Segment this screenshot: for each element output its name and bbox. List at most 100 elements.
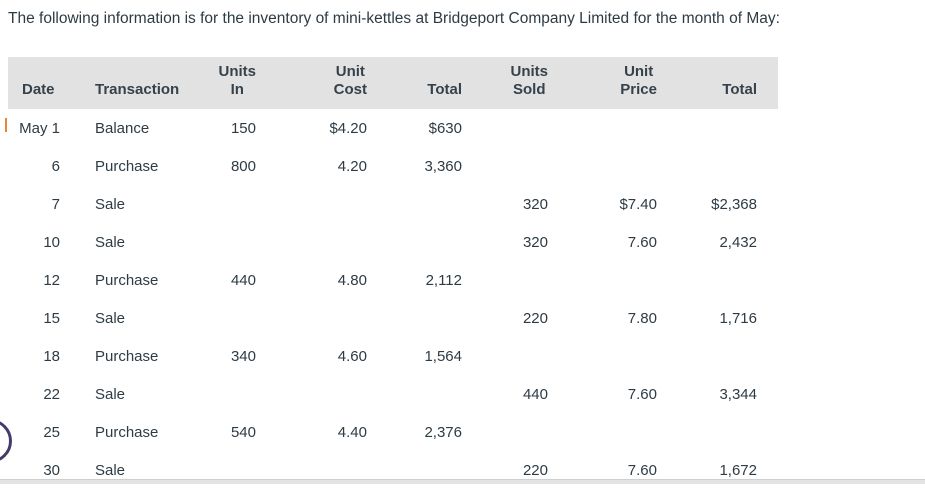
cell-unit-cost xyxy=(264,299,375,337)
cell-total-cost xyxy=(375,375,470,413)
cell-unit-cost: 4.40 xyxy=(337,423,367,441)
cell-filler xyxy=(765,261,778,299)
cell-total-price xyxy=(665,337,765,375)
cell-total-cost: 2,376 xyxy=(424,423,462,441)
table-row: 18 Purchase 340 4.60 1,564 xyxy=(8,337,778,375)
cell-unit-price xyxy=(556,413,665,451)
cell-total-price: 1,716 xyxy=(719,309,757,327)
cell-transaction: Sale xyxy=(95,385,126,403)
cell-transaction: Balance xyxy=(95,119,150,137)
cell-date: 30 xyxy=(43,461,60,479)
table-row: 25 Purchase 540 4.40 2,376 xyxy=(8,413,778,451)
cell-unit-cost: 4.80 xyxy=(337,271,367,289)
cell-units-sold xyxy=(470,147,556,185)
cell-date: 7 xyxy=(51,195,60,213)
cell-units-sold: 320 xyxy=(522,195,548,213)
cell-unit-price xyxy=(556,337,665,375)
cell-total-price: 3,344 xyxy=(719,385,757,403)
cell-units-sold: 320 xyxy=(522,233,548,251)
cell-units-in xyxy=(190,185,264,223)
cell-unit-cost xyxy=(264,223,375,261)
cell-units-sold xyxy=(470,413,556,451)
cell-total-price xyxy=(665,147,765,185)
cell-units-in: 440 xyxy=(230,271,256,289)
cell-filler xyxy=(765,375,778,413)
col-header-transaction: Transaction xyxy=(68,57,190,109)
horizontal-scrollbar-track[interactable] xyxy=(0,479,925,484)
cell-total-cost: 3,360 xyxy=(424,157,462,175)
text-caret xyxy=(5,118,7,132)
cell-transaction: Purchase xyxy=(95,157,159,175)
cell-total-cost xyxy=(375,185,470,223)
cell-total-price: 1,672 xyxy=(719,461,757,479)
cell-total-price: 2,432 xyxy=(719,233,757,251)
table-row: 12 Purchase 440 4.80 2,112 xyxy=(8,261,778,299)
header-row: Date Transaction Units In Unit Cost Total … xyxy=(8,57,778,109)
cell-unit-price: 7.60 xyxy=(627,233,657,251)
cell-total-cost: 2,112 xyxy=(425,271,462,289)
cell-filler xyxy=(765,413,778,451)
col-header-unit-cost: Unit Cost xyxy=(264,57,375,109)
intro-text: The following information is for the inv… xyxy=(8,10,780,27)
cell-units-in: 150 xyxy=(230,119,256,137)
cell-total-price xyxy=(665,109,765,147)
cell-unit-price: 7.60 xyxy=(627,385,657,403)
cell-unit-cost xyxy=(264,375,375,413)
col-header-total-price: Total xyxy=(665,57,765,109)
cell-units-sold: 220 xyxy=(522,461,548,479)
cell-unit-cost: $4.20 xyxy=(329,119,367,137)
cell-transaction: Sale xyxy=(95,461,126,479)
cell-units-in: 800 xyxy=(230,157,256,175)
cell-total-cost xyxy=(375,223,470,261)
table-row: 6 Purchase 800 4.20 3,360 xyxy=(8,147,778,185)
table-row: 10 Sale 320 7.60 2,432 xyxy=(8,223,778,261)
cell-unit-price: $7.40 xyxy=(619,195,657,213)
cell-unit-price xyxy=(556,147,665,185)
cell-filler xyxy=(765,299,778,337)
table-row: 7 Sale 320 $7.40 $2,368 xyxy=(8,185,778,223)
cell-unit-cost xyxy=(264,185,375,223)
table-row: 30 Sale 220 7.60 1,672 xyxy=(8,451,778,489)
cell-filler xyxy=(765,185,778,223)
cell-filler xyxy=(765,147,778,185)
cell-total-cost xyxy=(375,299,470,337)
cell-date: 12 xyxy=(43,271,60,289)
cell-unit-price xyxy=(556,109,665,147)
cell-units-sold: 440 xyxy=(522,385,548,403)
cell-units-sold xyxy=(470,337,556,375)
col-header-filler xyxy=(765,57,778,109)
cell-date: 25 xyxy=(43,423,60,441)
cell-unit-price: 7.60 xyxy=(627,461,657,479)
cell-date: 15 xyxy=(43,309,60,327)
col-header-unit-price: Unit Price xyxy=(556,57,665,109)
cell-unit-price xyxy=(556,261,665,299)
col-header-units-sold: Units Sold xyxy=(470,57,556,109)
cell-transaction: Sale xyxy=(95,309,126,327)
col-header-total-cost: Total xyxy=(375,57,470,109)
cell-total-cost: 1,564 xyxy=(424,347,462,365)
table-row: 22 Sale 440 7.60 3,344 xyxy=(8,375,778,413)
cell-date: 22 xyxy=(43,385,60,403)
cell-unit-price: 7.80 xyxy=(627,309,657,327)
inventory-table: Date Transaction Units In Unit Cost Total … xyxy=(8,57,778,489)
cell-transaction: Sale xyxy=(95,195,126,213)
cell-date: 18 xyxy=(43,347,60,365)
table-row: 15 Sale 220 7.80 1,716 xyxy=(8,299,778,337)
cell-total-cost: $630 xyxy=(428,119,462,137)
cell-unit-cost: 4.60 xyxy=(337,347,367,365)
cell-unit-cost: 4.20 xyxy=(337,157,367,175)
cell-date: 10 xyxy=(43,233,60,251)
cell-transaction: Purchase xyxy=(95,423,159,441)
cell-total-price: $2,368 xyxy=(711,195,757,213)
cell-units-in xyxy=(190,223,264,261)
cell-units-in xyxy=(190,299,264,337)
cell-date: May 1 xyxy=(19,119,60,137)
cell-filler xyxy=(765,337,778,375)
cell-units-sold xyxy=(470,109,556,147)
cell-filler xyxy=(765,109,778,147)
cell-date: 6 xyxy=(51,157,60,175)
table-row: May 1 Balance 150 $4.20 $630 xyxy=(8,109,778,147)
cell-units-sold: 220 xyxy=(522,309,548,327)
cell-total-price xyxy=(665,261,765,299)
cell-units-in xyxy=(190,375,264,413)
